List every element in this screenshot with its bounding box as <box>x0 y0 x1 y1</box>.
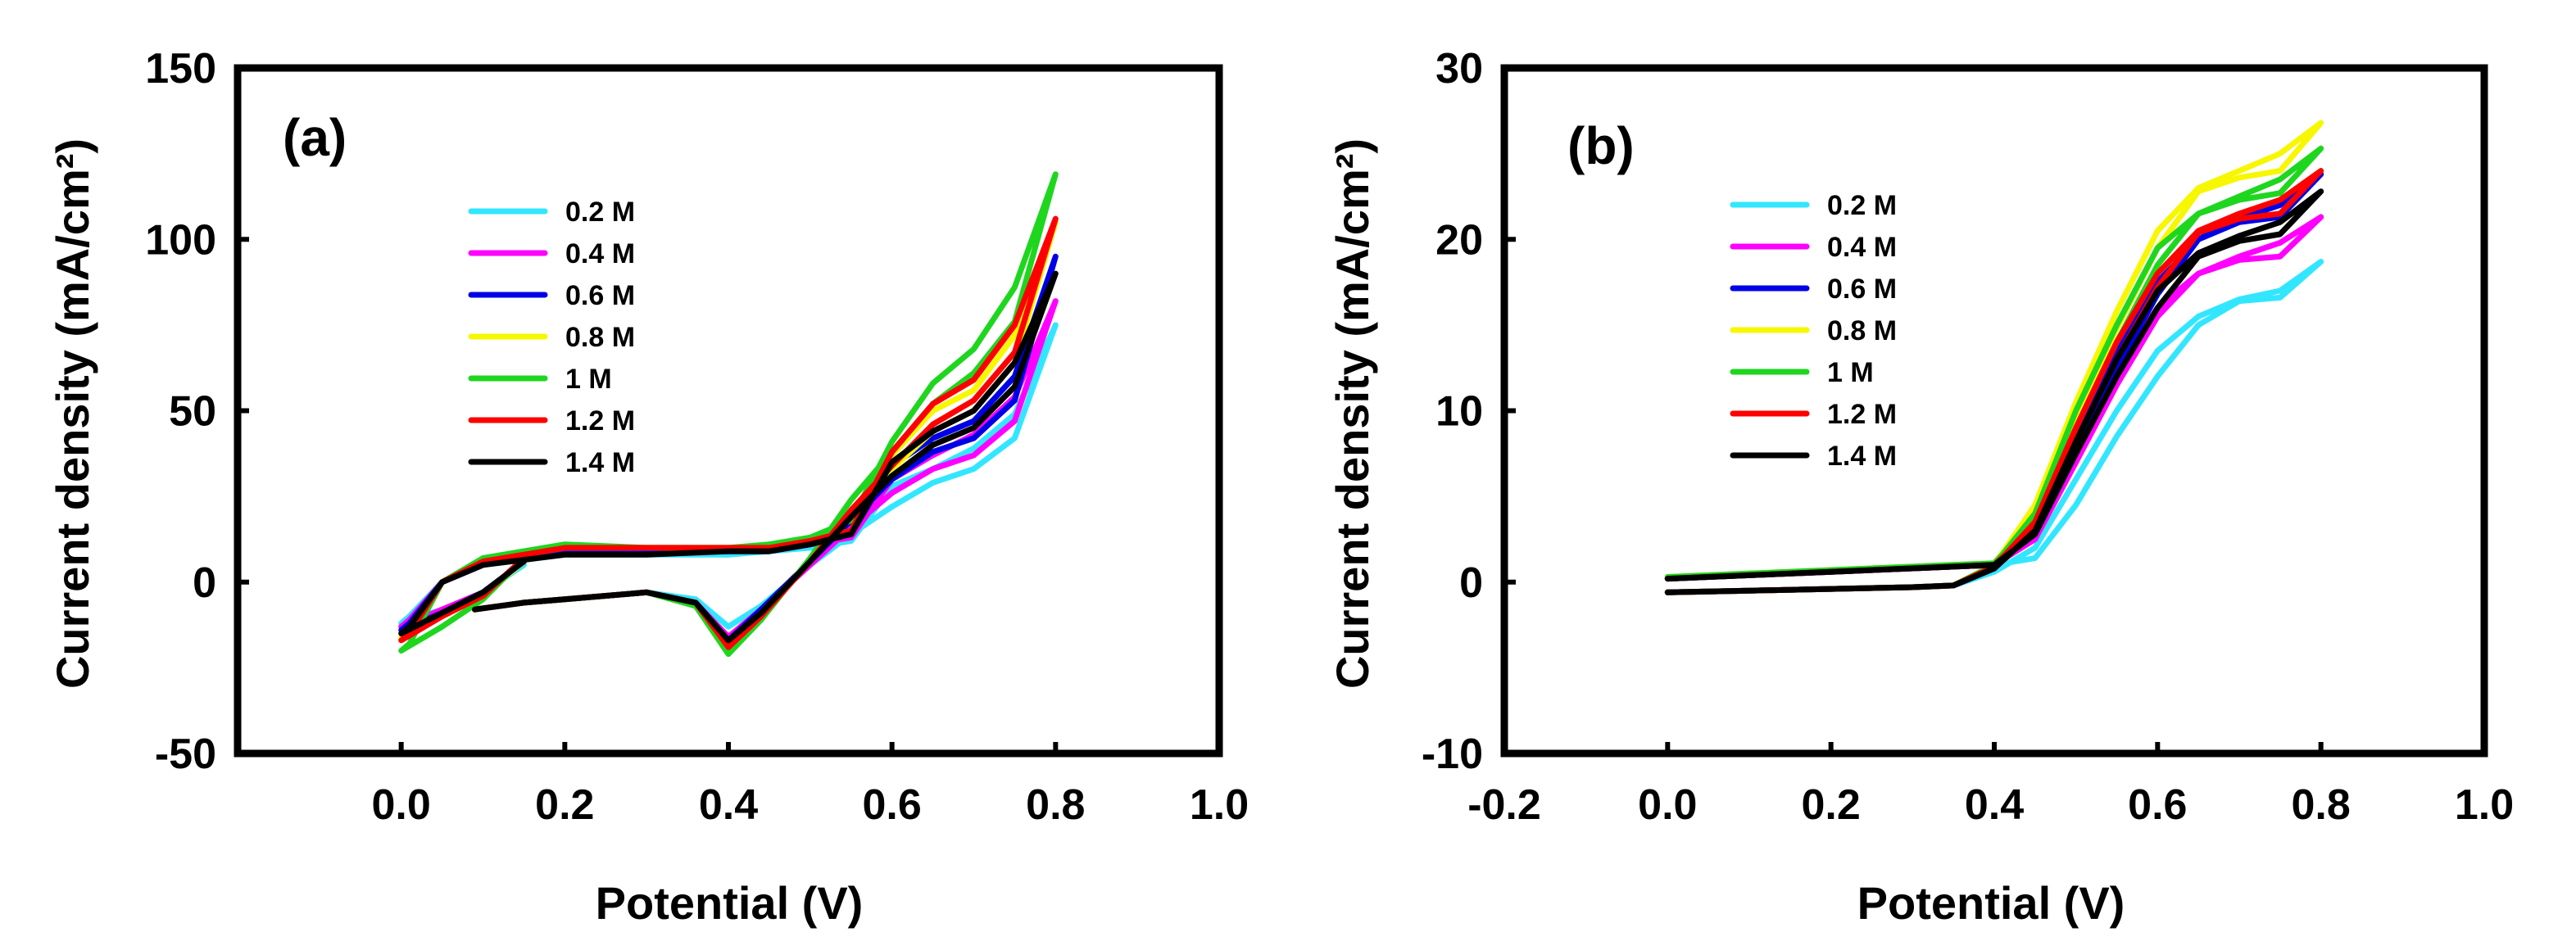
panel-b-x-tick-label: 0.4 <box>1965 781 2024 829</box>
panel-b-x-tick-label: 0.6 <box>2128 781 2187 829</box>
panel-a-y-tick-label: 150 <box>145 45 216 93</box>
panel-a-legend-label: 1.2 M <box>565 405 635 437</box>
panel-a-x-tick-label: 1.0 <box>1190 781 1249 829</box>
panel-b-series-line-2 <box>1664 171 2324 595</box>
panel-b-y-tick-label: 30 <box>1435 45 1483 93</box>
panel-a-legend-label: 0.8 M <box>565 322 635 353</box>
panel-b-label: (b) <box>1567 116 1635 175</box>
panel-b-series-group <box>1664 120 2324 595</box>
panel-b-legend-label: 1 M <box>1827 357 1874 388</box>
panel-a-y-tick-label: 0 <box>193 559 216 607</box>
panel-a-legend-label: 0.6 M <box>565 280 635 311</box>
panel-a-legend: 0.2 M 0.4 M 0.6 M 0.8 M 1 M 1.2 M 1.4 M <box>468 197 635 478</box>
panel-a-x-tick-label: 0.8 <box>1026 781 1085 829</box>
panel-b-y-tick-label: 0 <box>1459 559 1483 607</box>
panel-a-series-line-6 <box>398 270 1059 644</box>
panel-b-x-tick-label: 1.0 <box>2455 781 2514 829</box>
panel-a-x-tick-label: 0.2 <box>535 781 594 829</box>
panel-a-label: (a) <box>283 108 347 167</box>
panel-b-legend-label: 0.2 M <box>1827 190 1897 221</box>
panel-a-legend-label: 0.4 M <box>565 238 635 269</box>
panel-b-legend-label: 1.2 M <box>1827 399 1897 430</box>
panel-b-legend: 0.2 M 0.4 M 0.6 M 0.8 M 1 M 1.2 M 1.4 M <box>1730 190 1897 472</box>
panel-b-x-tick-label: 0.2 <box>1802 781 1861 829</box>
panel-a-legend-label: 0.2 M <box>565 197 635 228</box>
panel-b-series-line-0 <box>1664 259 2324 595</box>
panel-b-legend-label: 0.8 M <box>1827 315 1897 346</box>
panel-b-series-line-5 <box>1664 168 2324 595</box>
panel-b-series-line-1 <box>1664 214 2324 595</box>
panel-b-y-axis-title: Current density (mA/cm²) <box>1327 138 1378 689</box>
panel-a-y-tick-label: 50 <box>169 388 216 436</box>
panel-b-series-line-6 <box>1664 188 2324 595</box>
panel-b-x-axis-title: Potential (V) <box>1857 877 2125 929</box>
panel-b-legend-label: 0.4 M <box>1827 232 1897 263</box>
panel-a-x-axis-title: Potential (V) <box>596 877 864 929</box>
panel-a-x-tick-label: 0.0 <box>372 781 431 829</box>
panel-b-y-tick-label: 10 <box>1435 388 1483 436</box>
panel-b-y-tick-label: 20 <box>1435 216 1483 264</box>
panel-a-y-tick-label: -50 <box>155 731 216 778</box>
panel-b-lsv-chart: (b) Potential (V) Current density (mA/cm… <box>1327 45 2514 929</box>
panel-b-x-tick-label: 0.0 <box>1638 781 1697 829</box>
panel-b-legend-label: 0.6 M <box>1827 274 1897 305</box>
panel-b-y-tick-label: -10 <box>1422 731 1483 778</box>
panel-a-x-tick-label: 0.6 <box>863 781 922 829</box>
panel-a-x-tick-label: 0.4 <box>699 781 758 829</box>
panel-a-legend-label: 1.4 M <box>565 447 635 478</box>
panel-a-y-tick-label: 100 <box>145 216 216 264</box>
panel-a-y-axis-title: Current density (mA/cm²) <box>47 138 98 689</box>
panel-b-x-tick-label: -0.2 <box>1467 781 1541 829</box>
panel-b-plot-frame <box>1500 64 2488 758</box>
panel-b-legend-label: 1.4 M <box>1827 441 1897 472</box>
panel-a-legend-label: 1 M <box>565 364 612 395</box>
panel-b-x-tick-label: 0.8 <box>2292 781 2351 829</box>
panel-a-cv-chart: (a) Potential (V) Current density (mA/cm… <box>47 45 1249 929</box>
panel-a-series-group <box>398 171 1059 658</box>
panel-b-series-line-3 <box>1664 120 2324 595</box>
